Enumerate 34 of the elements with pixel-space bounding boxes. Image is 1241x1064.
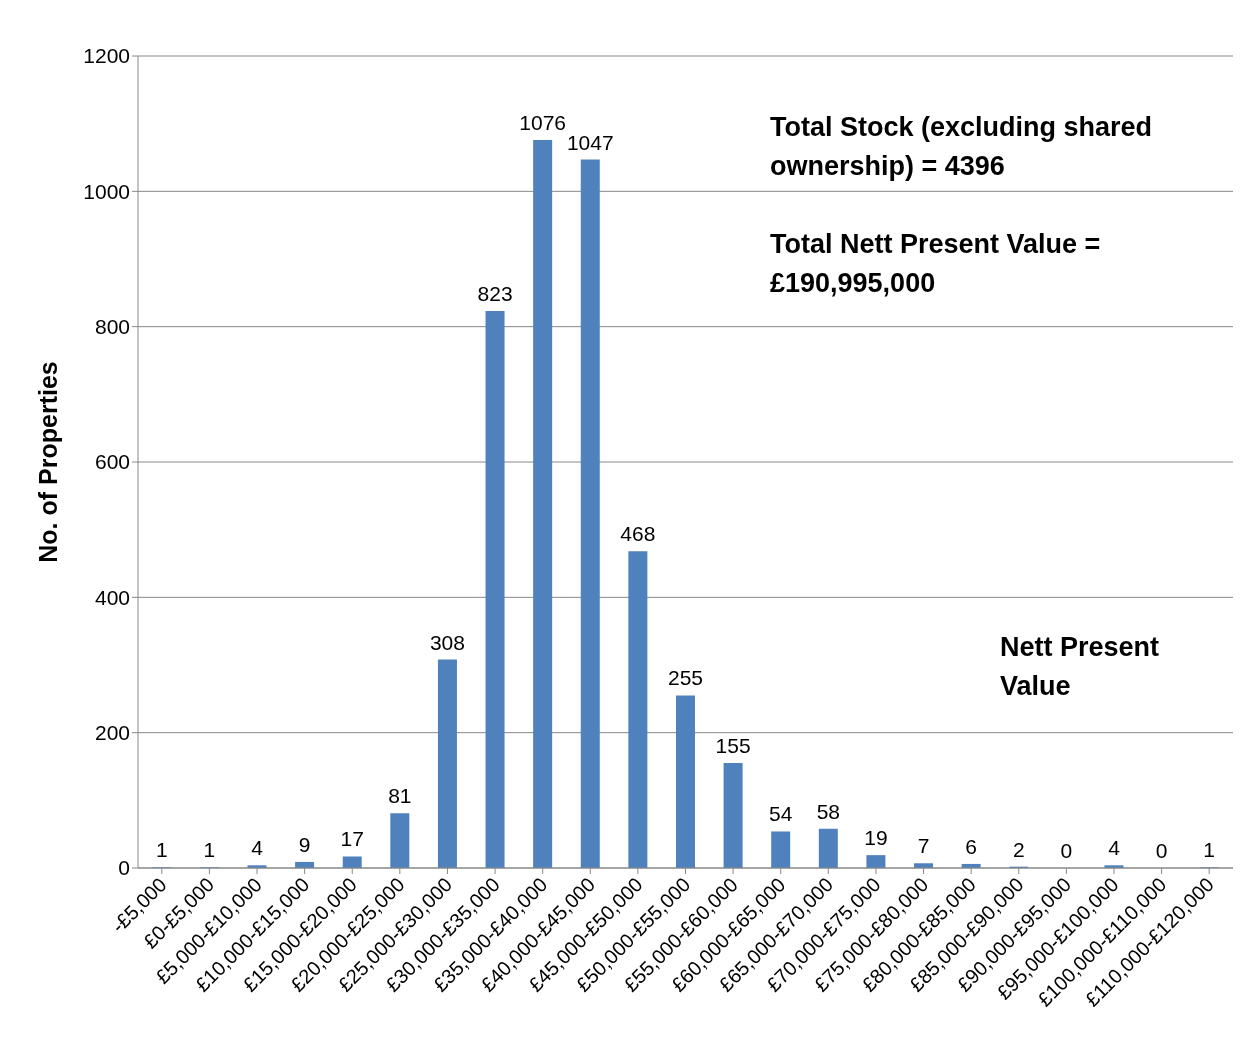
data-label: 81 (388, 784, 412, 808)
data-label: 1047 (566, 130, 614, 154)
data-label: 823 (477, 282, 513, 306)
data-label: 4 (251, 836, 264, 860)
annotation: Nett Present Value (1000, 631, 1161, 703)
y-axis-title: No. of Properties (33, 361, 62, 563)
data-label: 1076 (519, 110, 567, 134)
data-label: 54 (769, 802, 793, 826)
data-label: 468 (620, 522, 656, 546)
y-tick-label: 600 (94, 450, 130, 474)
annotation: Total Stock (excluding shared ownership) = 4396 (770, 111, 1154, 183)
data-label: 255 (667, 666, 704, 690)
data-label: 155 (715, 734, 751, 758)
data-label: 1 (1203, 838, 1216, 862)
data-label: 6 (965, 834, 977, 858)
data-label: 0 (1060, 839, 1073, 862)
data-label: 7 (917, 834, 930, 858)
data-label: 2 (1012, 837, 1025, 861)
y-tick-label: 0 (118, 856, 130, 880)
data-label: 308 (429, 630, 465, 654)
annotation: Total Nett Present Value = £190,995,000 (770, 228, 1102, 300)
y-tick-label: 200 (94, 721, 130, 745)
data-label: 4 (1108, 836, 1121, 860)
y-tick-label: 800 (94, 315, 130, 339)
data-label: 0 (1155, 839, 1168, 862)
data-label: 1 (155, 838, 168, 862)
data-label: 9 (298, 832, 311, 856)
data-label: 19 (864, 826, 888, 850)
data-label: 1 (203, 838, 216, 862)
data-label: 17 (340, 827, 364, 851)
y-tick-label: 400 (94, 585, 130, 609)
y-tick-label: 1200 (83, 44, 130, 68)
data-label: 58 (816, 799, 841, 823)
y-tick-label: 1000 (83, 179, 130, 203)
